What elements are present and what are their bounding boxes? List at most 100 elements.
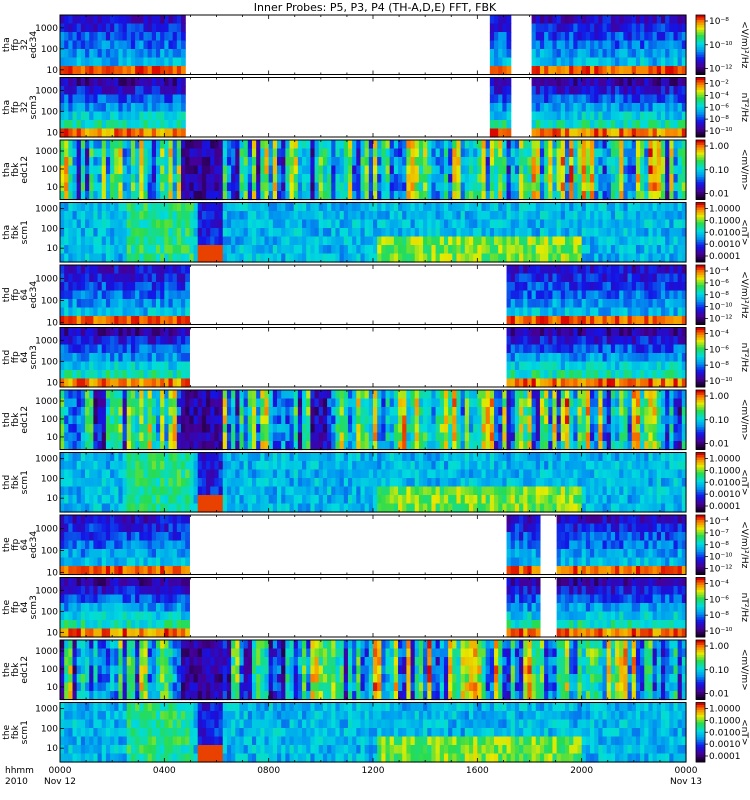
colorbar-segment	[696, 159, 705, 163]
spectrogram-cell	[155, 157, 161, 167]
spectrogram-cell	[272, 174, 278, 184]
spectrogram-cell	[519, 228, 524, 238]
spectrogram-cell	[414, 253, 420, 263]
spectrogram-cell	[473, 182, 478, 192]
spectrogram-cell	[151, 316, 157, 326]
spectrogram-cell	[201, 191, 207, 201]
spectrogram-cell	[435, 174, 441, 184]
spectrogram-cell	[85, 378, 90, 388]
spectrogram-cell	[506, 182, 512, 192]
spectrogram-cell	[172, 32, 178, 42]
spectrogram-cell	[110, 307, 115, 317]
spectrogram-cell	[60, 191, 65, 201]
spectrogram-cell	[135, 253, 140, 263]
spectrogram-cell	[76, 23, 82, 33]
spectrogram-cell	[256, 140, 261, 150]
spectrogram-cell	[590, 94, 595, 104]
spectrogram-cell	[660, 128, 666, 138]
spectrogram-cell	[648, 236, 654, 246]
spectrogram-cell	[110, 15, 115, 25]
spectrogram-cell	[548, 327, 554, 337]
spectrogram-cell	[110, 245, 115, 255]
spectrogram-cell	[151, 94, 157, 104]
spectrogram-cell	[93, 86, 99, 96]
spectrogram-cell	[389, 211, 395, 221]
spectrogram-cell	[644, 211, 650, 221]
spectrogram-cell	[60, 66, 65, 76]
spectrogram-cell	[544, 202, 549, 212]
spectrogram-cell	[556, 15, 562, 25]
spectrogram-cell	[164, 282, 170, 292]
spectrogram-cell	[155, 344, 161, 354]
spectrogram-cell	[310, 211, 316, 221]
spectrogram-cell	[477, 182, 483, 192]
spectrogram-cell	[402, 211, 407, 221]
spectrogram-cell	[619, 378, 624, 388]
spectrogram-cell	[556, 265, 562, 275]
spectrogram-cell	[193, 211, 199, 221]
spectrogram-cell	[126, 299, 132, 309]
spectrogram-cell	[573, 219, 579, 229]
spectrogram-cell	[610, 316, 616, 326]
spectrogram-cell	[648, 120, 654, 130]
spectrogram-cell	[535, 273, 541, 283]
spectrogram-cell	[172, 424, 178, 434]
spectrogram-cell	[110, 148, 115, 158]
spectrogram-cell	[644, 140, 650, 150]
spectrogram-cell	[118, 211, 124, 221]
spectrogram-cell	[631, 228, 637, 238]
spectrogram-cell	[660, 15, 666, 25]
spectrogram-cell	[619, 103, 624, 113]
spectrogram-cell	[656, 94, 662, 104]
spectrogram-cell	[80, 407, 86, 417]
spectrogram-cell	[118, 316, 124, 326]
spectrogram-cell	[143, 290, 149, 300]
spectrogram-cell	[519, 370, 524, 380]
spectrogram-cell	[594, 174, 599, 184]
colorbar-label: <V/m)²/Hz	[739, 21, 749, 68]
spectrogram-cell	[581, 265, 587, 275]
spectrogram-cell	[243, 148, 249, 158]
spectrogram-cell	[439, 174, 445, 184]
spectrogram-cell	[427, 182, 433, 192]
spectrogram-cell	[519, 253, 524, 263]
spectrogram-cell	[635, 103, 641, 113]
spectrogram-cell	[80, 290, 86, 300]
spectrogram-cell	[527, 245, 533, 255]
spectrogram-cell	[160, 219, 165, 229]
spectrogram-cell	[314, 202, 320, 212]
spectrogram-cell	[660, 219, 666, 229]
spectrogram-cell	[110, 128, 115, 138]
spectrogram-cell	[68, 327, 74, 337]
spectrogram-cell	[644, 165, 650, 175]
colorbar-segment	[696, 64, 705, 68]
spectrogram-cell	[105, 120, 111, 130]
spectrogram-cell	[105, 290, 111, 300]
spectrogram-cell	[560, 94, 566, 104]
spectrogram-cell	[185, 191, 190, 201]
spectrogram-cell	[506, 299, 512, 309]
spectrogram-cell	[155, 415, 161, 425]
spectrogram-cell	[410, 174, 416, 184]
spectrogram-cell	[423, 140, 428, 150]
spectrogram-cell	[544, 120, 549, 130]
spectrogram-cell	[306, 140, 311, 150]
spectrogram-cell	[644, 15, 650, 25]
spectrogram-cell	[564, 157, 570, 167]
spectrogram-cell	[85, 40, 90, 50]
spectrogram-cell	[114, 415, 120, 425]
spectrogram-cell	[114, 361, 120, 371]
spectrogram-cell	[623, 378, 629, 388]
spectrogram-cell	[619, 211, 624, 221]
spectrogram-cell	[93, 415, 99, 425]
spectrogram-cell	[135, 245, 140, 255]
spectrogram-cell	[247, 174, 253, 184]
spectrogram-cell	[147, 120, 153, 130]
spectrogram-cell	[548, 120, 554, 130]
spectrogram-cell	[648, 103, 654, 113]
spectrogram-cell	[160, 182, 165, 192]
spectrogram-cell	[97, 120, 103, 130]
spectrogram-cell	[60, 57, 65, 67]
spectrogram-cell	[247, 191, 253, 201]
spectrogram-cell	[168, 290, 174, 300]
